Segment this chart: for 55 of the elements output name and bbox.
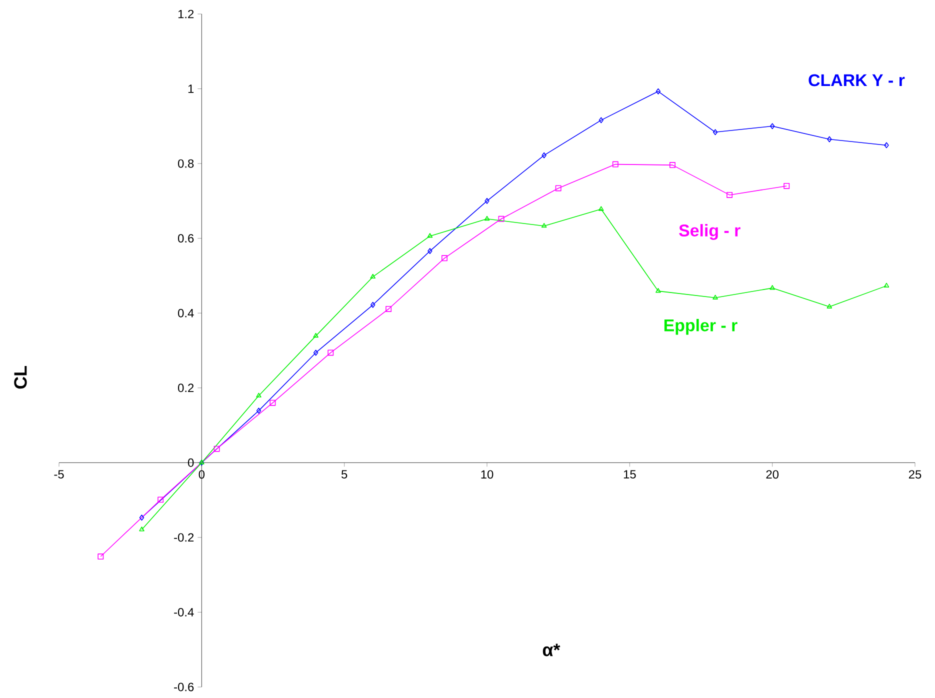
- point: [313, 350, 318, 356]
- point: [598, 117, 604, 124]
- point: [256, 392, 262, 398]
- point: [598, 206, 604, 211]
- x-axis-title: α*: [542, 644, 560, 656]
- point: [827, 136, 832, 142]
- point: [370, 274, 376, 279]
- x-tick-label: 15: [624, 470, 636, 479]
- point: [712, 294, 718, 300]
- x-tick-label: -5: [54, 470, 64, 479]
- x-tick-label: 10: [481, 470, 494, 479]
- point: [214, 446, 220, 452]
- y-tick-label: 0.8: [178, 159, 194, 168]
- y-tick-label: -0.4: [174, 608, 194, 616]
- point: [328, 350, 334, 356]
- point: [542, 152, 546, 158]
- point: [256, 408, 262, 414]
- point: [313, 332, 318, 338]
- point: [158, 496, 164, 503]
- point: [712, 129, 718, 136]
- point: [669, 162, 676, 168]
- point: [484, 216, 490, 221]
- point: [770, 285, 775, 290]
- y-axis-title: CL: [14, 366, 27, 389]
- y-tick-label: 1.2: [178, 10, 194, 18]
- y-tick-label: 1: [188, 84, 194, 93]
- y-tick-label: -0.2: [174, 533, 194, 542]
- point: [656, 288, 661, 293]
- point: [541, 223, 547, 228]
- point: [427, 233, 433, 238]
- y-tick-label: -0.6: [174, 682, 194, 692]
- point: [442, 255, 448, 262]
- point: [498, 216, 504, 222]
- x-tick-label: 25: [908, 470, 922, 479]
- series-label: Selig - r: [679, 224, 740, 240]
- series-label: Eppler - r: [664, 318, 738, 335]
- x-tick-label: 5: [341, 470, 348, 479]
- point: [726, 192, 733, 198]
- point: [270, 400, 276, 406]
- y-tick-label: 0.4: [178, 308, 194, 318]
- point: [484, 198, 490, 204]
- point: [784, 182, 790, 189]
- point: [98, 554, 104, 560]
- point: [770, 123, 775, 130]
- point: [555, 185, 562, 192]
- point: [656, 88, 661, 94]
- y-tick-label: 0.6: [178, 234, 194, 243]
- point: [826, 304, 832, 308]
- point: [370, 302, 376, 308]
- x-tick-label: 20: [766, 470, 779, 479]
- point: [386, 306, 392, 312]
- y-tick-label: 0.2: [178, 384, 194, 392]
- point: [428, 248, 432, 254]
- point: [612, 161, 618, 168]
- text: CLARK Y - r: [808, 74, 905, 86]
